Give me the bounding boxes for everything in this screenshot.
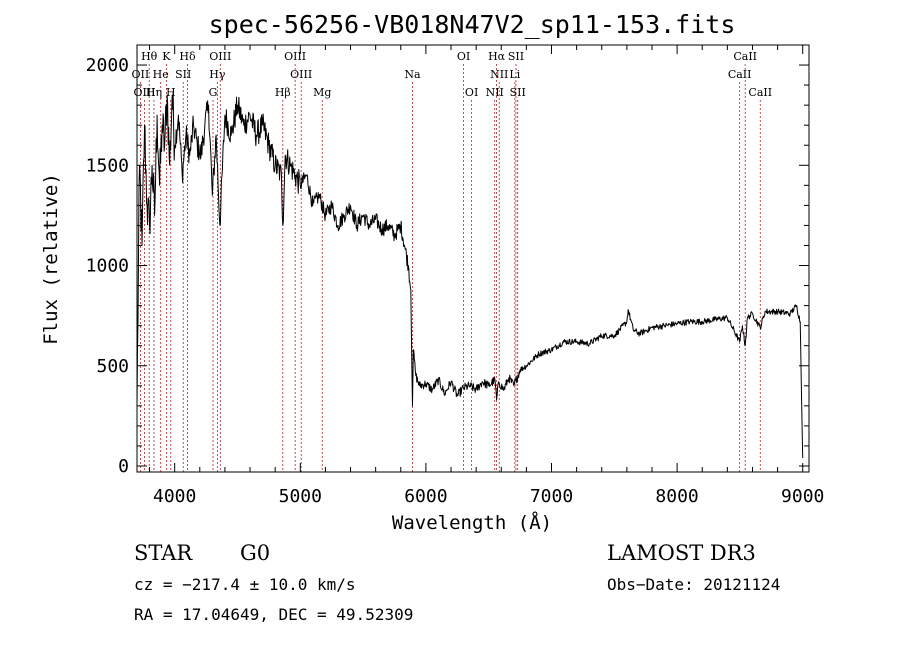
emission-line-label: CaII: [733, 50, 757, 63]
emission-line-label: NII: [486, 86, 504, 99]
coordinates: RA = 17.04649, DEC = 49.52309: [134, 605, 413, 624]
emission-line-label: Na: [404, 68, 421, 81]
x-axis-label: Wavelength (Å): [392, 511, 552, 534]
x-tick-label: 4000: [153, 486, 196, 507]
object-class: STAR: [134, 541, 193, 565]
emission-line-label: OII: [132, 68, 150, 81]
plot-frame: [136, 44, 810, 473]
y-axis: 0 500 1000 1500 2000: [86, 55, 809, 477]
emission-line-label: K: [162, 50, 171, 63]
emission-line-label: Hθ: [141, 50, 158, 63]
x-tick-label: 7000: [530, 486, 573, 507]
y-tick-label: 1000: [86, 256, 129, 277]
emission-line-label: He: [153, 68, 169, 81]
spectrum-line: [136, 91, 804, 458]
observation-date: Obs−Date: 20121124: [607, 575, 780, 594]
emission-line-label: H: [166, 86, 176, 99]
object-subclass: G0: [240, 541, 270, 565]
x-axis: 4000 5000 6000 7000 8000 9000: [149, 45, 824, 507]
y-tick-label: 500: [96, 356, 129, 377]
y-tick-label: 1500: [86, 155, 129, 176]
emission-line-label: Hη: [146, 86, 162, 99]
x-tick-label: 9000: [781, 486, 824, 507]
emission-line-label: CaII: [748, 86, 772, 99]
emission-line-label: Li: [509, 68, 520, 81]
emission-line-label: Hβ: [275, 86, 291, 99]
emission-line-label: OIII: [290, 68, 312, 81]
emission-line-label: SII: [175, 68, 191, 81]
emission-line-label: G: [209, 86, 218, 99]
y-tick-label: 2000: [86, 55, 129, 76]
emission-line-label: SII: [508, 50, 524, 63]
survey-name: LAMOST DR3: [607, 541, 756, 565]
emission-line-label: NII: [490, 68, 508, 81]
y-axis-label: Flux (relative): [40, 173, 62, 345]
emission-line-label: OI: [465, 86, 478, 99]
series-layer: [136, 91, 804, 458]
emission-line-label: Hγ: [209, 68, 226, 81]
redshift-velocity: cz = −217.4 ± 10.0 km/s: [134, 575, 356, 594]
emission-line-label: OIII: [209, 50, 231, 63]
x-tick-label: 5000: [279, 486, 322, 507]
chart-title: spec-56256-VB018N47V2_sp11-153.fits: [209, 10, 736, 39]
emission-line-label: OI: [457, 50, 470, 63]
y-tick-label: 0: [118, 456, 129, 477]
emission-line-label: OIII: [284, 50, 306, 63]
emission-line-label: Hδ: [179, 50, 196, 63]
emission-line-label: SII: [510, 86, 526, 99]
emission-line-label: OIII: [134, 86, 156, 99]
emission-line-markers: [139, 64, 761, 472]
x-tick-label: 6000: [404, 486, 447, 507]
x-tick-label: 8000: [655, 486, 698, 507]
emission-line-label: Mg: [313, 86, 331, 99]
emission-line-label: CaII: [728, 68, 752, 81]
emission-line-label: Hα: [488, 50, 506, 63]
